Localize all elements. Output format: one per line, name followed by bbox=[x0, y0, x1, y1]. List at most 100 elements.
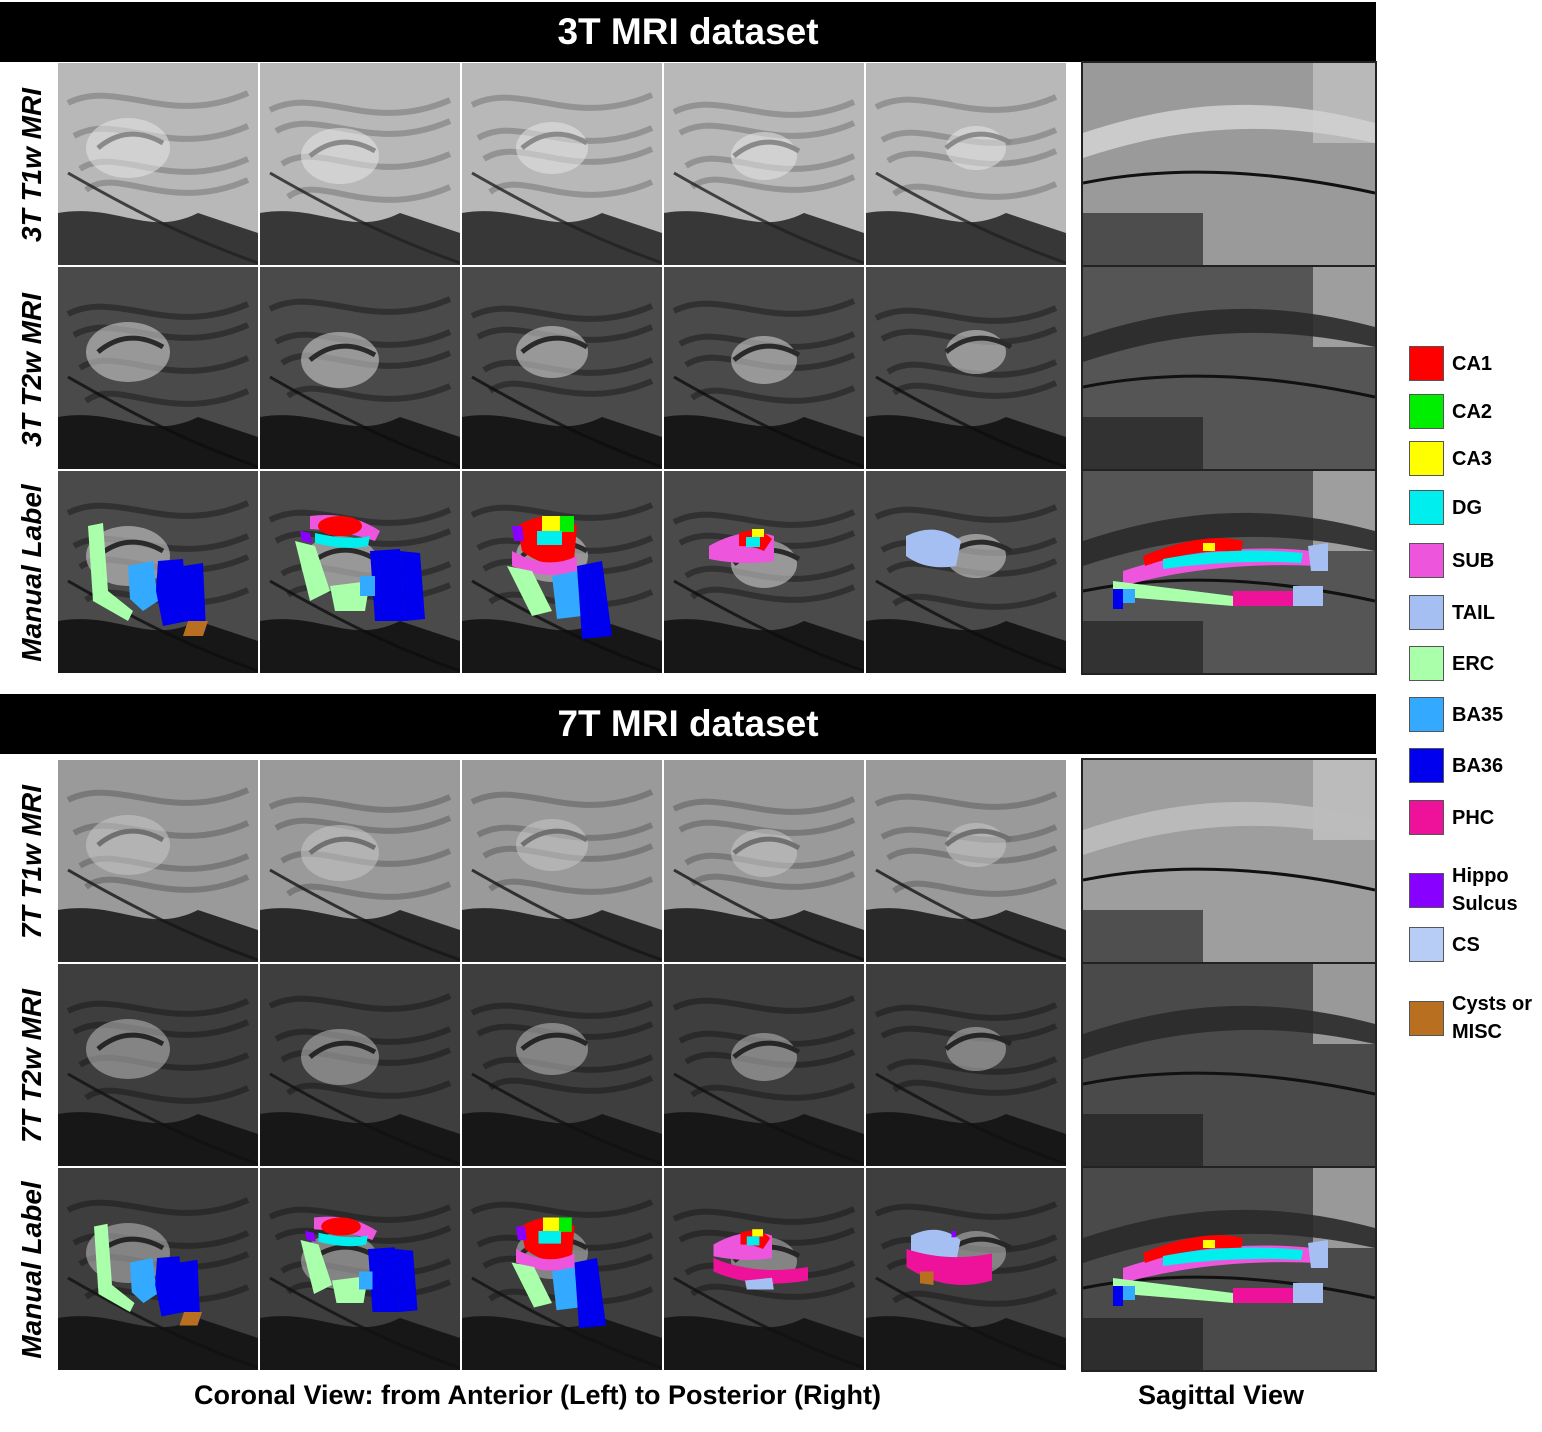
mri-slice-image bbox=[462, 964, 662, 1166]
row-label-7t-t1w: 7T T1w MRI bbox=[16, 784, 47, 940]
mri-slice-image bbox=[260, 760, 460, 962]
row-label-3t-label: Manual Label bbox=[16, 484, 47, 662]
coronal-slice-7t-row1-col5 bbox=[866, 760, 1066, 962]
coronal-slice-7t-row2-col5 bbox=[866, 964, 1066, 1166]
legend-item: CA3 bbox=[1409, 441, 1492, 476]
legend-swatch bbox=[1409, 441, 1444, 476]
mri-slice-image bbox=[462, 471, 662, 673]
mri-slice-image bbox=[866, 471, 1066, 673]
coronal-slice-3t-row3-col3 bbox=[462, 471, 662, 673]
coronal-slice-3t-row2-col5 bbox=[866, 267, 1066, 469]
mri-slice-image bbox=[462, 63, 662, 265]
legend-item: CS bbox=[1409, 927, 1480, 962]
mri-slice-image bbox=[58, 1168, 258, 1370]
coronal-slice-7t-row1-col2 bbox=[260, 760, 460, 962]
legend-label: Cysts or MISC bbox=[1452, 993, 1533, 1043]
legend-swatch bbox=[1409, 490, 1444, 525]
sagittal-slice-7t-row1 bbox=[1081, 758, 1377, 964]
mri-slice-image bbox=[462, 267, 662, 469]
row-label-7t-t2w: 7T T2w MRI bbox=[16, 988, 47, 1144]
coronal-slice-7t-row3-col5 bbox=[866, 1168, 1066, 1370]
mri-slice-image bbox=[462, 1168, 662, 1370]
legend-item: CA2 bbox=[1409, 394, 1492, 429]
legend-item: TAIL bbox=[1409, 595, 1495, 630]
mri-slice-image bbox=[866, 964, 1066, 1166]
legend-swatch bbox=[1409, 595, 1444, 630]
mri-slice-image bbox=[664, 964, 864, 1166]
header-3t-title: 3T MRI dataset bbox=[557, 11, 819, 52]
coronal-slice-7t-row2-col1 bbox=[58, 964, 258, 1166]
mri-slice-image bbox=[260, 964, 460, 1166]
legend-item: Hippo Sulcus bbox=[1409, 862, 1518, 918]
row-label-7t-label: Manual Label bbox=[16, 1181, 47, 1359]
legend-swatch bbox=[1409, 872, 1444, 908]
legend-label: BA35 bbox=[1452, 703, 1504, 726]
mri-slice-image bbox=[1083, 1168, 1375, 1370]
legend-swatch bbox=[1409, 800, 1444, 835]
mri-slice-image bbox=[866, 63, 1066, 265]
mri-slice-image bbox=[664, 1168, 864, 1370]
coronal-slice-3t-row1-col2 bbox=[260, 63, 460, 265]
coronal-slice-3t-row2-col1 bbox=[58, 267, 258, 469]
coronal-slice-7t-row2-col4 bbox=[664, 964, 864, 1166]
legend-item: SUB bbox=[1409, 543, 1494, 578]
coronal-slice-3t-row3-col4 bbox=[664, 471, 864, 673]
legend-label: Hippo Sulcus bbox=[1452, 865, 1518, 915]
legend-swatch bbox=[1409, 1000, 1444, 1036]
legend-swatch bbox=[1409, 748, 1444, 783]
coronal-slice-7t-row3-col1 bbox=[58, 1168, 258, 1370]
mri-slice-image bbox=[1083, 63, 1375, 265]
mri-slice-image bbox=[58, 760, 258, 962]
legend-swatch bbox=[1409, 543, 1444, 578]
header-7t-title: 7T MRI dataset bbox=[557, 703, 819, 744]
legend-swatch bbox=[1409, 346, 1444, 381]
legend-label: CA3 bbox=[1452, 447, 1493, 470]
mri-slice-image bbox=[58, 964, 258, 1166]
coronal-slice-7t-row3-col3 bbox=[462, 1168, 662, 1370]
row-label-3t-t1w: 3T T1w MRI bbox=[16, 87, 47, 243]
mri-slice-image bbox=[58, 471, 258, 673]
coronal-slice-3t-row1-col1 bbox=[58, 63, 258, 265]
legend-item: PHC bbox=[1409, 800, 1494, 835]
mri-slice-image bbox=[1083, 267, 1375, 469]
mri-slice-image bbox=[866, 1168, 1066, 1370]
mri-slice-image bbox=[664, 267, 864, 469]
legend-item: ERC bbox=[1409, 646, 1494, 681]
legend-item: Cysts or MISC bbox=[1409, 990, 1532, 1046]
mri-slice-image bbox=[866, 760, 1066, 962]
coronal-slice-3t-row2-col3 bbox=[462, 267, 662, 469]
mri-slice-image bbox=[462, 760, 662, 962]
mri-slice-image bbox=[664, 63, 864, 265]
mri-slice-image bbox=[260, 471, 460, 673]
coronal-view-caption: Coronal View: from Anterior (Left) to Po… bbox=[194, 1380, 881, 1410]
legend-label: BA36 bbox=[1452, 754, 1504, 777]
coronal-slice-7t-row2-col2 bbox=[260, 964, 460, 1166]
coronal-slice-7t-row1-col3 bbox=[462, 760, 662, 962]
legend-label: CA2 bbox=[1452, 400, 1493, 423]
mri-slice-image bbox=[664, 760, 864, 962]
header-7t: 7T MRI dataset bbox=[0, 694, 1376, 754]
legend-item: DG bbox=[1409, 490, 1482, 525]
legend-swatch bbox=[1409, 646, 1444, 681]
mri-slice-image bbox=[664, 471, 864, 673]
coronal-slice-3t-row3-col5 bbox=[866, 471, 1066, 673]
legend-label: DG bbox=[1452, 496, 1482, 519]
coronal-slice-3t-row1-col5 bbox=[866, 63, 1066, 265]
coronal-slice-3t-row1-col3 bbox=[462, 63, 662, 265]
legend-label: SUB bbox=[1452, 549, 1495, 572]
mri-slice-image bbox=[260, 63, 460, 265]
coronal-slice-7t-row3-col2 bbox=[260, 1168, 460, 1370]
row-label-3t-t2w: 3T T2w MRI bbox=[16, 292, 47, 448]
coronal-slice-3t-row3-col2 bbox=[260, 471, 460, 673]
legend-item: BA35 bbox=[1409, 697, 1503, 732]
legend-item: CA1 bbox=[1409, 346, 1492, 381]
coronal-slice-3t-row2-col2 bbox=[260, 267, 460, 469]
sagittal-slice-7t-row3 bbox=[1081, 1166, 1377, 1372]
mri-slice-image bbox=[1083, 471, 1375, 673]
coronal-slice-7t-row3-col4 bbox=[664, 1168, 864, 1370]
sagittal-slice-3t-row3 bbox=[1081, 469, 1377, 675]
legend-label: PHC bbox=[1452, 806, 1495, 829]
coronal-slice-3t-row3-col1 bbox=[58, 471, 258, 673]
legend-label: TAIL bbox=[1452, 601, 1495, 624]
coronal-slice-7t-row2-col3 bbox=[462, 964, 662, 1166]
